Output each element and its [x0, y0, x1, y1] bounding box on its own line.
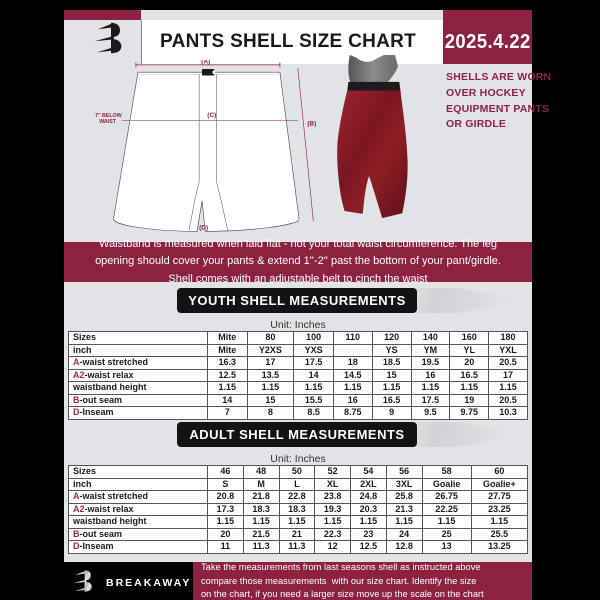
- svg-text:(A): (A): [201, 60, 210, 65]
- svg-text:7" BELOW: 7" BELOW: [95, 113, 122, 119]
- svg-text:(D): (D): [199, 224, 208, 231]
- svg-text:(B): (B): [307, 120, 316, 127]
- svg-text:WAIST: WAIST: [99, 119, 117, 125]
- svg-text:(C): (C): [207, 112, 216, 119]
